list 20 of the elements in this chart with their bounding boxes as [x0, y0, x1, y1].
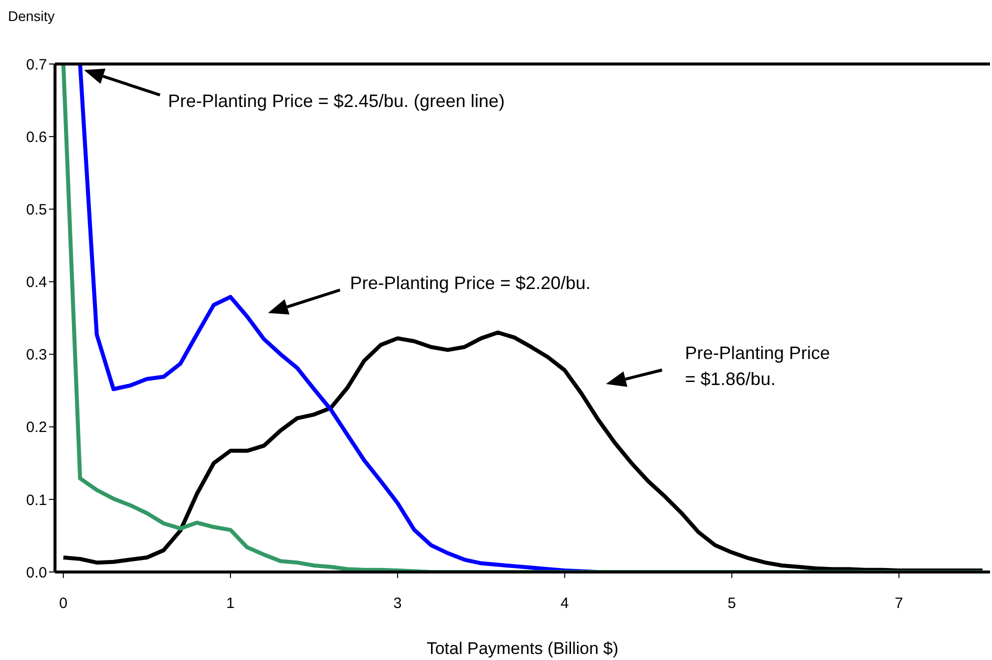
y-tick-label: 0.4 [26, 274, 47, 292]
y-tick-label: 0.5 [26, 201, 47, 218]
annotation: Pre-Planting Price = $2.45/bu. (green line) [168, 90, 506, 113]
y-tick-label: 0.0 [26, 564, 47, 582]
x-tick-label: 7 [894, 595, 904, 612]
annotation: Pre-Planting Price = $1.86/bu. [685, 342, 832, 391]
y-axis-title: Density [8, 8, 55, 24]
y-tick-label: 0.7 [26, 56, 47, 74]
line-series [61, 64, 984, 572]
y-tick-label: 0.1 [26, 492, 47, 509]
annotation: Pre-Planting Price = $2.20/bu. [350, 272, 592, 295]
x-axis-title: Total Payments (Billion $) [426, 639, 618, 658]
x-tick-label: 1 [226, 595, 235, 612]
y-tick-label: 0.6 [26, 128, 47, 146]
x-tick-label: 3 [393, 595, 402, 612]
x-tick-label: 4 [560, 595, 569, 612]
y-tick-label: 0.3 [26, 346, 47, 364]
x-tick-label: 5 [728, 595, 736, 612]
y-tick-label: 0.2 [26, 419, 47, 436]
x-tick-label: 0 [59, 595, 68, 612]
